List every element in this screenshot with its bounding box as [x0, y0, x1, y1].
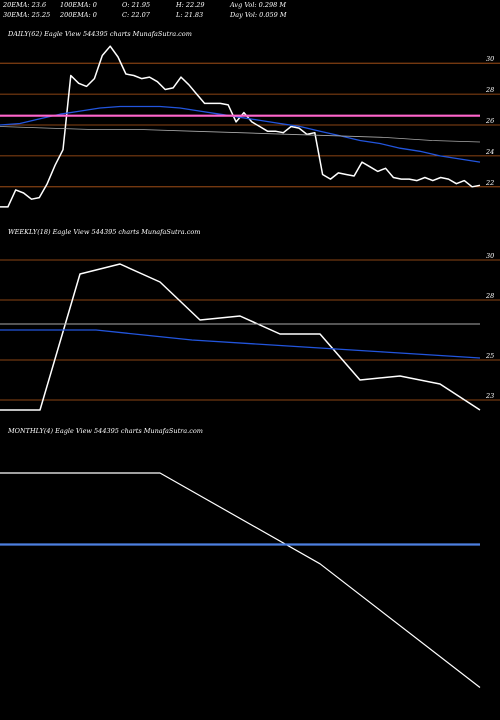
- series-price-0: [0, 45, 481, 208]
- high-label: H: 22.29: [176, 1, 205, 9]
- series-price-2: [0, 472, 481, 688]
- y-tick-label-1-1: 28: [485, 292, 494, 300]
- ema20-label: 20EMA: 23.6: [3, 1, 47, 9]
- series-price-1: [0, 263, 481, 411]
- low-label: L: 21.83: [176, 11, 204, 19]
- ema200-label: 200EMA: 0: [60, 11, 97, 19]
- day-volume-label: Day Vol: 0.059 M: [230, 11, 287, 19]
- series-ema-short-0: [0, 105, 481, 163]
- y-tick-label-0-2: 26: [485, 117, 494, 125]
- close-label: C: 22.07: [122, 11, 150, 19]
- series-ema-long-0: [0, 126, 481, 143]
- y-tick-label-0-1: 28: [485, 86, 494, 94]
- monthly-panel-label: MONTHLY(4) Eagle View 544395 charts Muna…: [8, 427, 203, 435]
- y-tick-label-1-2: 25: [485, 352, 494, 360]
- y-tick-label-1-3: 23: [485, 392, 494, 400]
- daily-panel-label: DAILY(62) Eagle View 544395 charts Munaf…: [8, 30, 192, 38]
- y-tick-label-0-4: 22: [485, 179, 494, 187]
- y-tick-label-0-3: 24: [485, 148, 494, 156]
- y-tick-label-1-0: 30: [486, 252, 494, 260]
- ema100-label: 100EMA: 0: [60, 1, 97, 9]
- avg-volume-label: Avg Vol: 0.298 M: [230, 1, 287, 9]
- series-ema-short-1: [0, 329, 481, 359]
- y-tick-label-0-0: 30: [486, 55, 494, 63]
- open-label: O: 21.95: [122, 1, 151, 9]
- ema30-label: 30EMA: 25.25: [3, 11, 51, 19]
- weekly-panel-label: WEEKLY(18) Eagle View 544395 charts Muna…: [8, 228, 201, 236]
